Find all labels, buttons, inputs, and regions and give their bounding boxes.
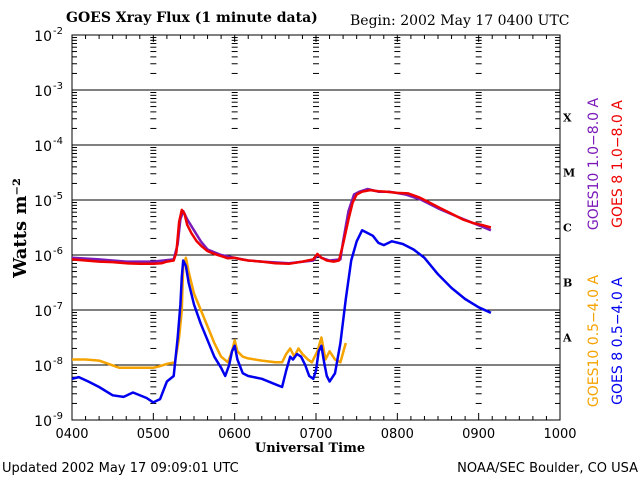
y-axis-label: Watts m⁻²: [10, 178, 31, 279]
chart-title: GOES Xray Flux (1 minute data): [66, 10, 318, 26]
legend-item: GOES10 1.0−8.0 A: [586, 98, 602, 231]
y-tick-exponent: -2: [53, 26, 63, 37]
x-tick-labels: 0400 0500 0600 0700 0800 0900 1000: [55, 427, 576, 442]
x-tick-label: 0500: [137, 427, 170, 442]
series-line-0: [72, 256, 348, 370]
y-tick-label: 10: [34, 359, 52, 375]
flare-class-label: X: [563, 112, 572, 125]
flare-class-labels: X M C B A: [562, 112, 575, 345]
x-tick-label: 0600: [218, 427, 251, 442]
legend-item: GOES 8 0.5−4.0 A: [610, 277, 626, 405]
y-tick-exponent: -8: [53, 356, 63, 367]
legend: GOES10 1.0−8.0 A GOES 8 1.0−8.0 A GOES10 0…: [586, 98, 626, 408]
y-tick-exponent: -3: [53, 81, 63, 92]
y-tick-label: 10: [34, 304, 52, 320]
flare-class-label: M: [563, 167, 575, 180]
credit-label: NOAA/SEC Boulder, CO USA: [457, 461, 638, 476]
y-tick-exponent: -7: [53, 301, 63, 312]
plot-frame: [71, 34, 561, 421]
y-tick-exponent: -6: [53, 246, 63, 257]
x-tick-label: 0900: [462, 427, 495, 442]
y-tick-exponent: -9: [53, 411, 63, 422]
series-lines: [71, 187, 492, 404]
y-tick-label: 10: [34, 414, 52, 430]
y-tick-exponent: -4: [53, 136, 63, 147]
x-tick-label: 0700: [299, 427, 332, 442]
updated-label: Updated 2002 May 17 09:09:01 UTC: [2, 461, 239, 476]
y-tick-labels: 10-210-310-410-510-610-710-810-9: [34, 26, 63, 430]
begin-label: Begin: 2002 May 17 0400 UTC: [350, 13, 570, 29]
y-tick-exponent: -5: [53, 191, 63, 202]
series-line-3: [71, 188, 492, 266]
y-tick-label: 10: [34, 194, 52, 210]
series-line-1: [71, 229, 492, 404]
x-tick-label: 0800: [381, 427, 414, 442]
flare-class-label: B: [563, 277, 572, 290]
x-tick-label: 1000: [543, 427, 576, 442]
plot-grid: [71, 35, 561, 420]
y-tick-label: 10: [34, 84, 52, 100]
flare-class-label: A: [562, 332, 572, 345]
y-tick-label: 10: [34, 29, 52, 45]
x-axis-label: Universal Time: [255, 441, 365, 456]
legend-item: GOES 8 1.0−8.0 A: [610, 100, 626, 228]
y-tick-label: 10: [34, 249, 52, 265]
legend-item: GOES10 0.5−4.0 A: [586, 275, 602, 408]
x-tick-label: 0400: [55, 427, 88, 442]
y-tick-label: 10: [34, 139, 52, 155]
flare-class-label: C: [563, 222, 572, 235]
